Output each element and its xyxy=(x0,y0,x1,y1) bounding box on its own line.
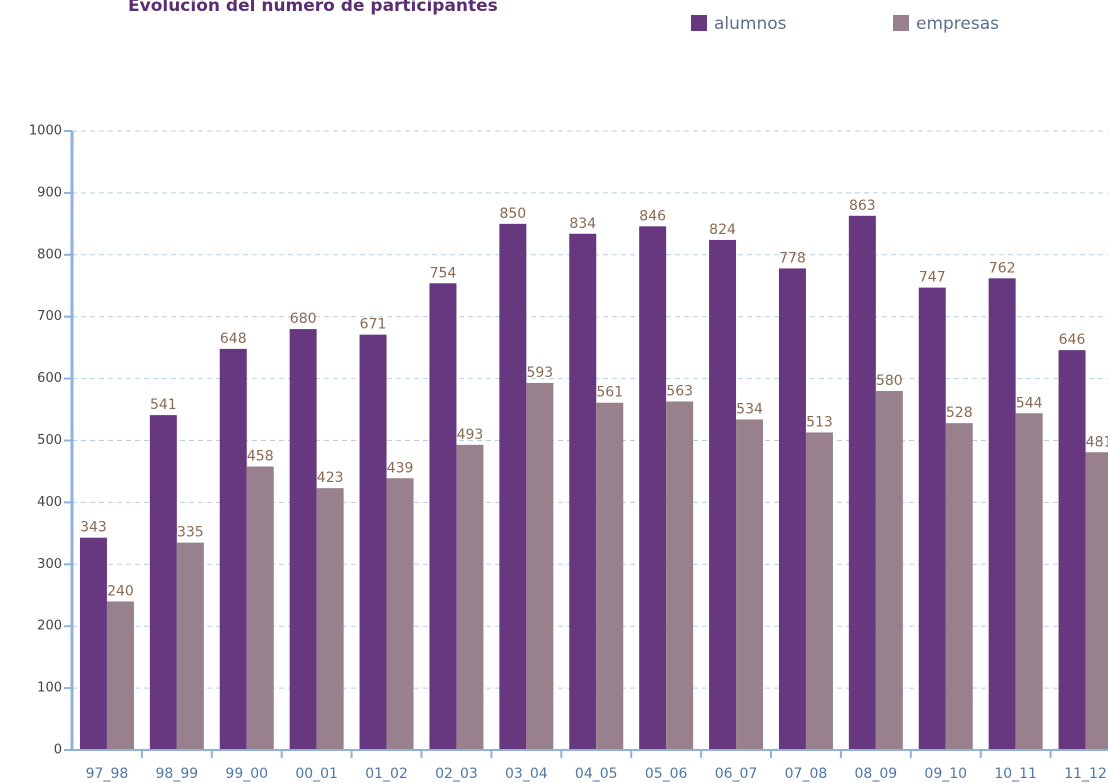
bar xyxy=(848,215,876,751)
bar xyxy=(988,278,1016,750)
value-label: 648 xyxy=(220,331,247,347)
x-tick-label: 02_03 xyxy=(435,766,478,782)
x-tick-label: 11_12 xyxy=(1064,766,1107,782)
x-tick-label: 05_06 xyxy=(645,766,688,782)
bar xyxy=(176,542,204,750)
y-tick-label: 800 xyxy=(37,247,62,262)
bar xyxy=(736,419,764,750)
value-label: 439 xyxy=(387,460,414,476)
bar xyxy=(1015,413,1043,750)
x-tick-label: 10_11 xyxy=(994,766,1037,782)
bar xyxy=(316,488,344,750)
value-label: 850 xyxy=(499,206,526,222)
x-tick-label: 06_07 xyxy=(715,766,758,782)
value-label: 834 xyxy=(569,216,596,232)
y-tick-label: 900 xyxy=(37,185,62,200)
y-tick-label: 400 xyxy=(37,495,62,510)
value-label: 593 xyxy=(526,365,553,381)
value-label: 762 xyxy=(989,260,1016,276)
bar xyxy=(709,239,737,750)
value-label: 493 xyxy=(457,427,484,443)
x-tick-label: 08_09 xyxy=(855,766,898,782)
value-label: 240 xyxy=(107,583,134,599)
y-tick-label: 100 xyxy=(37,681,62,696)
bar xyxy=(875,390,903,750)
value-label: 846 xyxy=(639,208,666,224)
x-tick-label: 99_00 xyxy=(225,766,268,782)
value-label: 778 xyxy=(779,250,806,266)
value-label: 481 xyxy=(1086,434,1108,450)
bar xyxy=(429,283,457,750)
x-tick-label: 07_08 xyxy=(785,766,828,782)
value-label: 544 xyxy=(1016,395,1043,411)
x-tick-label: 04_05 xyxy=(575,766,618,782)
legend-swatch xyxy=(893,15,909,31)
legend-label: alumnos xyxy=(714,14,787,34)
value-label: 528 xyxy=(946,405,973,421)
value-label: 343 xyxy=(80,520,107,536)
bar xyxy=(805,432,833,750)
bar xyxy=(569,233,597,750)
bar xyxy=(246,466,274,750)
x-tick-label: 03_04 xyxy=(505,766,548,782)
chart-title: Evolución del número de participantes xyxy=(128,0,498,16)
bar xyxy=(918,287,946,750)
y-tick-label: 500 xyxy=(37,433,62,448)
value-label: 754 xyxy=(430,265,457,281)
bar xyxy=(149,415,177,750)
value-label: 863 xyxy=(849,198,876,214)
y-tick-label: 0 xyxy=(54,743,62,758)
value-label: 563 xyxy=(666,384,693,400)
x-tick-label: 01_02 xyxy=(365,766,408,782)
legend-swatch xyxy=(691,15,707,31)
value-label: 458 xyxy=(247,448,274,464)
x-tick-label: 97_98 xyxy=(86,766,129,782)
bar xyxy=(79,537,107,750)
bar xyxy=(359,334,387,750)
bar xyxy=(499,223,527,751)
x-tick-label: 00_01 xyxy=(295,766,338,782)
y-tick-label: 700 xyxy=(37,309,62,324)
bar xyxy=(1058,350,1086,750)
bar xyxy=(526,382,554,750)
bar xyxy=(289,329,317,750)
bar xyxy=(219,348,247,750)
bar xyxy=(1085,452,1108,750)
value-label: 541 xyxy=(150,397,177,413)
bar xyxy=(666,401,694,750)
bar xyxy=(945,423,973,750)
x-tick-label: 09_10 xyxy=(924,766,967,782)
value-label: 423 xyxy=(317,470,344,486)
bar xyxy=(639,226,667,751)
bar xyxy=(456,444,484,750)
value-label: 671 xyxy=(360,317,387,333)
y-tick-label: 600 xyxy=(37,371,62,386)
value-label: 513 xyxy=(806,414,833,430)
bar xyxy=(386,478,414,750)
value-label: 646 xyxy=(1059,332,1086,348)
y-tick-label: 1000 xyxy=(29,124,62,139)
value-label: 335 xyxy=(177,525,204,541)
y-tick-label: 200 xyxy=(37,619,62,634)
value-label: 561 xyxy=(596,385,623,401)
value-label: 747 xyxy=(919,270,946,286)
value-label: 824 xyxy=(709,222,736,238)
value-label: 680 xyxy=(290,311,317,327)
bar xyxy=(778,268,806,750)
value-label: 580 xyxy=(876,373,903,389)
bar xyxy=(106,601,134,750)
x-tick-label: 98_99 xyxy=(156,766,199,782)
value-label: 534 xyxy=(736,401,763,417)
legend-label: empresas xyxy=(916,14,999,34)
bar xyxy=(596,402,624,750)
y-tick-label: 300 xyxy=(37,557,62,572)
